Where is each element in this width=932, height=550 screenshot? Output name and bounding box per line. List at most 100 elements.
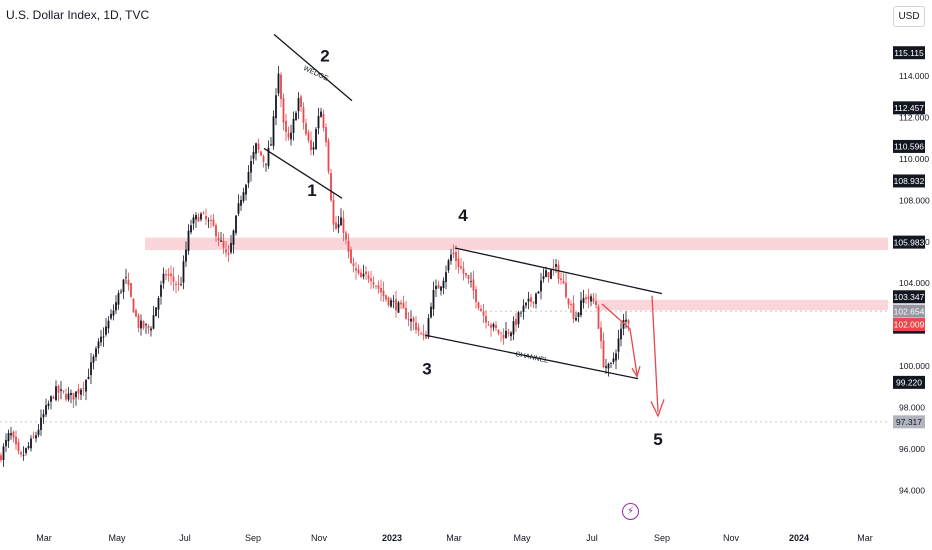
candle-body: [580, 300, 582, 316]
candle-body: [502, 335, 505, 339]
x-tick-label: Mar: [36, 533, 52, 543]
candle-body: [282, 98, 285, 123]
candle-body: [85, 380, 87, 392]
candle-body: [505, 330, 507, 339]
lightning-icon[interactable]: ⚡: [622, 503, 639, 520]
candle-body: [130, 283, 132, 297]
candle-body: [430, 306, 432, 318]
candle-body: [170, 273, 172, 277]
candle-body: [90, 362, 92, 376]
candle-body: [482, 311, 485, 316]
candle-body: [455, 251, 457, 262]
candle-body: [325, 127, 327, 143]
candle-body: [437, 284, 440, 289]
currency-button[interactable]: USD: [893, 6, 925, 27]
channel-lower-line: [424, 334, 639, 380]
channel-upper-line: [454, 247, 663, 295]
candle-body: [277, 73, 280, 94]
price-label: 99.220: [893, 375, 925, 389]
candle-body: [187, 230, 190, 251]
candle-body: [195, 215, 197, 220]
candle-body: [155, 307, 157, 317]
candle-body: [627, 320, 630, 324]
candle-body: [137, 315, 140, 328]
candle-body: [57, 385, 60, 393]
candle-body: [307, 132, 310, 141]
candle-body: [345, 232, 347, 240]
candle-body: [12, 431, 15, 438]
candle-body: [490, 324, 492, 328]
candle-body: [512, 321, 515, 335]
x-tick-label: Jul: [179, 533, 191, 543]
candle-body: [102, 336, 105, 338]
candle-body: [390, 300, 392, 307]
projection-arrow-head: [650, 399, 665, 418]
candle-body: [312, 147, 315, 150]
candle-body: [162, 273, 165, 284]
candle-body: [95, 348, 97, 358]
candle-body: [0, 455, 2, 461]
candle-body: [315, 129, 317, 149]
candle-body: [220, 240, 222, 242]
candle-body: [515, 319, 517, 326]
candle-body: [542, 276, 545, 280]
candle-body: [267, 147, 270, 166]
price-label-text: 99.220: [896, 378, 922, 388]
candle-body: [232, 230, 235, 245]
candle-body: [357, 269, 360, 274]
candle-body: [592, 298, 595, 302]
candle-body: [510, 332, 512, 337]
candle-body: [100, 336, 102, 343]
candle-body: [470, 281, 472, 283]
candle-body: [382, 290, 385, 296]
candle-body: [67, 393, 70, 400]
candle-body: [40, 417, 42, 430]
candle-body: [332, 199, 335, 225]
candle-body: [15, 436, 17, 445]
candle-body: [110, 313, 112, 319]
candle-body: [302, 107, 305, 123]
candle-body: [612, 358, 615, 362]
candle-body: [125, 277, 127, 279]
candle-body: [190, 225, 192, 233]
candle-body: [112, 310, 115, 316]
candle-body: [70, 392, 72, 395]
y-tick-label: 104.000: [899, 278, 930, 288]
candle-body: [480, 308, 482, 312]
candle-body: [432, 290, 435, 310]
candle-body: [287, 133, 290, 138]
candle-body: [375, 285, 377, 287]
candle-body: [417, 327, 420, 331]
candle-body: [457, 258, 460, 267]
candle-body: [240, 200, 242, 206]
candle-body: [547, 272, 550, 278]
price-label: 97.317: [893, 415, 925, 429]
candle-body: [597, 306, 600, 329]
projection-path-head: [631, 366, 641, 379]
candle-body: [92, 356, 95, 363]
candle-body: [495, 325, 497, 329]
candle-body: [260, 151, 262, 156]
candle-body: [552, 267, 555, 269]
x-tick-label: Mar: [857, 533, 873, 543]
candle-body: [35, 435, 37, 439]
candle-body: [82, 388, 85, 390]
candle-body: [485, 315, 487, 323]
candle-body: [275, 95, 277, 119]
candle-body: [65, 394, 67, 400]
wedge-upper-line: [273, 33, 353, 102]
candle-body: [557, 264, 560, 279]
candle-body: [507, 332, 510, 334]
candle-body: [587, 296, 590, 300]
candle-body: [555, 264, 557, 267]
candle-body: [440, 286, 442, 291]
candle-body: [202, 212, 205, 214]
x-tick-label: 2024: [789, 533, 809, 543]
candle-body: [467, 275, 470, 279]
x-tick-label: Jul: [586, 533, 598, 543]
candle-body: [497, 329, 500, 334]
candle-body: [152, 315, 155, 329]
candle-body: [197, 216, 200, 222]
candle-body: [602, 340, 605, 368]
